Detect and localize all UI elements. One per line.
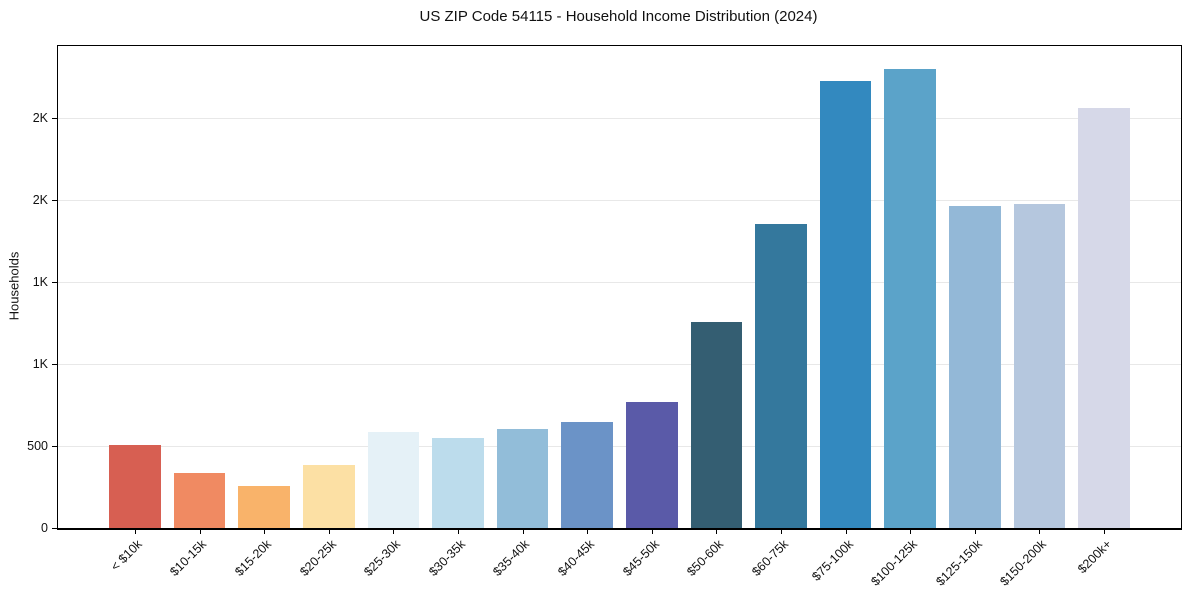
bar-150-200k	[1013, 204, 1066, 528]
x-tick-mark	[1104, 530, 1106, 534]
bar-100-125k	[884, 69, 937, 528]
x-tick-mark	[716, 530, 718, 534]
x-tick-label: $30-35k	[426, 537, 468, 579]
y-tick-label: 2K	[32, 111, 48, 126]
chart-title: US ZIP Code 54115 - Household Income Dis…	[419, 8, 818, 25]
bar-35-40k	[496, 428, 549, 528]
y-tick-mark	[52, 200, 57, 202]
x-tick-mark	[457, 530, 459, 534]
x-tick-mark	[587, 530, 589, 534]
plot-area: 0 500 1K 1K 2K 2K < $10k $10-15k $15-20k $20-25k $…	[27, 45, 1182, 589]
x-tick-mark	[393, 530, 395, 534]
x-tick-label: $35-40k	[490, 537, 533, 579]
x-tick-mark	[1039, 530, 1041, 534]
y-tick-mark	[52, 118, 57, 120]
x-tick-label: $50-60k	[684, 537, 727, 579]
x-tick-label: $60-75k	[749, 537, 791, 579]
bar-15-20k	[238, 485, 290, 528]
x-tick-mark	[910, 530, 912, 534]
x-tick-mark	[328, 530, 330, 534]
y-tick-mark	[52, 364, 57, 366]
x-tick-label: $100-125k	[868, 537, 921, 589]
gridline-2000	[58, 200, 1181, 202]
y-tick-label: 1K	[32, 275, 48, 290]
x-tick-label: $15-20k	[232, 537, 275, 579]
bar-60-75k	[755, 224, 807, 528]
x-tick-label: $200k+	[1074, 537, 1114, 577]
y-tick-label: 1K	[32, 357, 48, 372]
x-tick-label: $10-15k	[167, 537, 210, 579]
y-tick-mark	[52, 446, 57, 448]
x-tick-mark	[781, 530, 783, 534]
x-tick-mark	[134, 530, 136, 534]
x-tick-mark	[199, 530, 201, 534]
bar-125-150k	[949, 206, 1001, 528]
x-tick-mark	[845, 530, 847, 534]
bar-75-100k	[819, 81, 872, 528]
y-axis-label: Households	[6, 251, 22, 321]
x-tick-label: $25-30k	[361, 537, 404, 579]
bar-45-50k	[625, 402, 678, 528]
gridline-2500	[58, 118, 1181, 120]
bar-10-15k	[173, 472, 226, 528]
x-tick-mark	[522, 530, 524, 534]
x-tick-label: $40-45k	[555, 537, 598, 579]
bar-200k	[1078, 107, 1130, 528]
y-tick-label: 2K	[32, 193, 48, 208]
y-tick-label: 500	[27, 439, 48, 454]
x-tick-label: $45-50k	[619, 537, 662, 579]
bar-30-35k	[432, 437, 484, 528]
bar-25-30k	[367, 431, 420, 528]
x-tick-label: < $10k	[108, 537, 145, 574]
x-tick-mark	[651, 530, 653, 534]
bar-40-45k	[561, 421, 614, 528]
x-tick-label: $125-150k	[933, 537, 985, 589]
gridline-1000	[58, 364, 1181, 366]
gridline-500	[58, 446, 1181, 448]
y-tick-mark	[52, 528, 57, 529]
x-tick-mark	[264, 530, 266, 534]
x-tick-mark	[974, 530, 976, 534]
y-tick-mark	[52, 282, 57, 284]
gridline-1500	[58, 282, 1181, 284]
x-tick-label: $75-100k	[808, 537, 856, 584]
x-tick-label: $150-200k	[997, 537, 1050, 589]
y-tick-label: 0	[41, 521, 48, 535]
bar-10k	[109, 445, 161, 528]
bar-20-25k	[302, 465, 355, 528]
x-tick-label: $20-25k	[296, 537, 339, 579]
bar-50-60k	[690, 321, 743, 528]
